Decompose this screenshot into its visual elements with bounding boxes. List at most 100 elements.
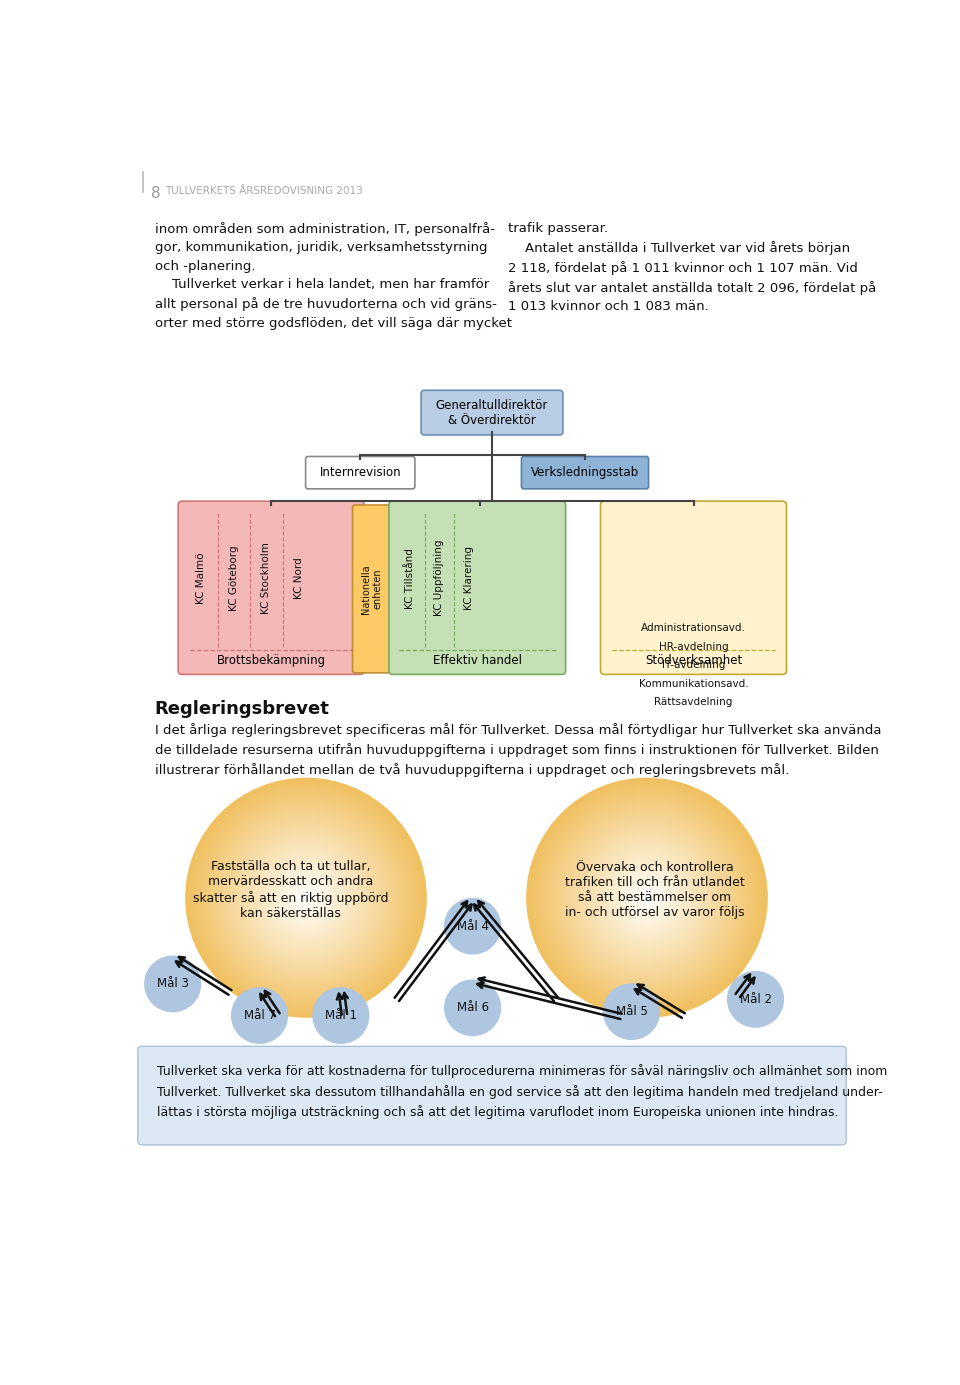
Text: Mål 4: Mål 4 [457,920,489,932]
Text: IT-avdelning: IT-avdelning [661,661,725,670]
Circle shape [273,864,339,931]
Circle shape [541,794,752,1003]
Text: Verksledningsstab: Verksledningsstab [531,467,639,479]
FancyBboxPatch shape [421,391,563,435]
Circle shape [554,805,740,990]
Circle shape [545,796,749,999]
Circle shape [605,856,689,939]
Circle shape [231,988,287,1043]
Circle shape [282,874,330,921]
Circle shape [602,853,692,942]
Circle shape [604,983,660,1039]
Circle shape [279,871,333,925]
Circle shape [728,972,783,1028]
Text: 8: 8 [151,186,160,201]
Circle shape [276,868,336,928]
FancyBboxPatch shape [179,501,364,674]
Text: trafik passerar.
    Antalet anställda i Tullverket var vid årets början
2 118, : trafik passerar. Antalet anställda i Tul… [508,222,876,313]
Circle shape [228,820,384,975]
Circle shape [551,802,743,993]
Circle shape [216,809,396,988]
Circle shape [548,799,746,996]
Circle shape [565,817,728,978]
Circle shape [258,850,354,946]
Text: KC Tillstånd: KC Tillstånd [405,547,415,608]
Text: Mål 3: Mål 3 [156,978,188,990]
Circle shape [300,892,312,903]
Circle shape [587,838,708,957]
Circle shape [201,794,411,1003]
Circle shape [195,787,417,1008]
FancyBboxPatch shape [601,501,786,674]
Text: Nationella
enheten: Nationella enheten [361,564,383,614]
Text: Administrationsavd.: Administrationsavd. [641,623,746,633]
Text: Mål 5: Mål 5 [615,1006,647,1018]
Circle shape [563,814,732,981]
Text: Mål 7: Mål 7 [244,1010,276,1022]
Circle shape [536,787,758,1008]
Circle shape [243,835,369,960]
Circle shape [186,778,426,1017]
Text: Generaltulldirektör
& Överdirektör: Generaltulldirektör & Överdirektör [436,399,548,427]
FancyBboxPatch shape [521,457,649,489]
Circle shape [539,791,756,1006]
Circle shape [644,895,650,900]
Circle shape [611,861,683,933]
Circle shape [204,796,408,999]
Circle shape [297,889,315,907]
Text: Kommunikationsavd.: Kommunikationsavd. [638,679,748,688]
Circle shape [593,843,701,951]
Circle shape [527,778,767,1017]
Text: KC Uppföljning: KC Uppföljning [434,540,444,616]
Text: Stödverksamhet: Stödverksamhet [645,654,742,668]
Circle shape [632,882,662,913]
Circle shape [237,830,375,967]
Circle shape [207,799,405,996]
Circle shape [192,784,420,1011]
Circle shape [288,879,324,915]
Circle shape [261,853,351,942]
Circle shape [225,817,387,978]
Circle shape [246,838,366,957]
FancyBboxPatch shape [305,457,415,489]
Circle shape [303,895,309,900]
Circle shape [608,859,686,936]
Circle shape [294,886,318,910]
Text: inom områden som administration, IT, personalfrå-
gor, kommunikation, juridik, v: inom områden som administration, IT, per… [155,222,512,330]
Text: Mål 6: Mål 6 [457,1001,489,1014]
Circle shape [584,835,710,960]
Text: KC Stockholm: KC Stockholm [261,542,272,614]
Text: KC Klarering: KC Klarering [464,546,473,611]
Text: I det årliga regleringsbrevet specificeras mål för Tullverket. Dessa mål förtydl: I det årliga regleringsbrevet specificer… [155,723,881,777]
Circle shape [240,832,372,964]
Text: KC Malmö: KC Malmö [197,553,206,604]
Circle shape [575,825,719,969]
Circle shape [635,886,659,910]
Text: Regleringsbrevet: Regleringsbrevet [155,699,329,717]
Circle shape [267,859,345,936]
Circle shape [189,781,423,1014]
Circle shape [313,988,369,1043]
FancyBboxPatch shape [138,1046,846,1145]
Circle shape [222,814,390,981]
Circle shape [255,848,357,949]
Circle shape [590,841,704,954]
Circle shape [641,892,653,903]
Circle shape [596,848,698,949]
Circle shape [617,868,677,928]
Circle shape [599,850,695,946]
Circle shape [270,861,342,933]
Text: HR-avdelning: HR-avdelning [659,641,729,652]
Circle shape [572,823,722,972]
Circle shape [620,871,674,925]
Text: Effektiv handel: Effektiv handel [433,654,522,668]
Circle shape [145,956,201,1011]
Circle shape [533,784,761,1011]
Circle shape [626,877,668,918]
Circle shape [614,864,680,931]
FancyBboxPatch shape [389,501,565,674]
Text: Övervaka och kontrollera
trafiken till och från utlandet
så att bestämmelser om
: Övervaka och kontrollera trafiken till o… [564,861,745,920]
Circle shape [285,877,327,918]
Text: Mål 1: Mål 1 [324,1010,357,1022]
Circle shape [444,899,500,954]
